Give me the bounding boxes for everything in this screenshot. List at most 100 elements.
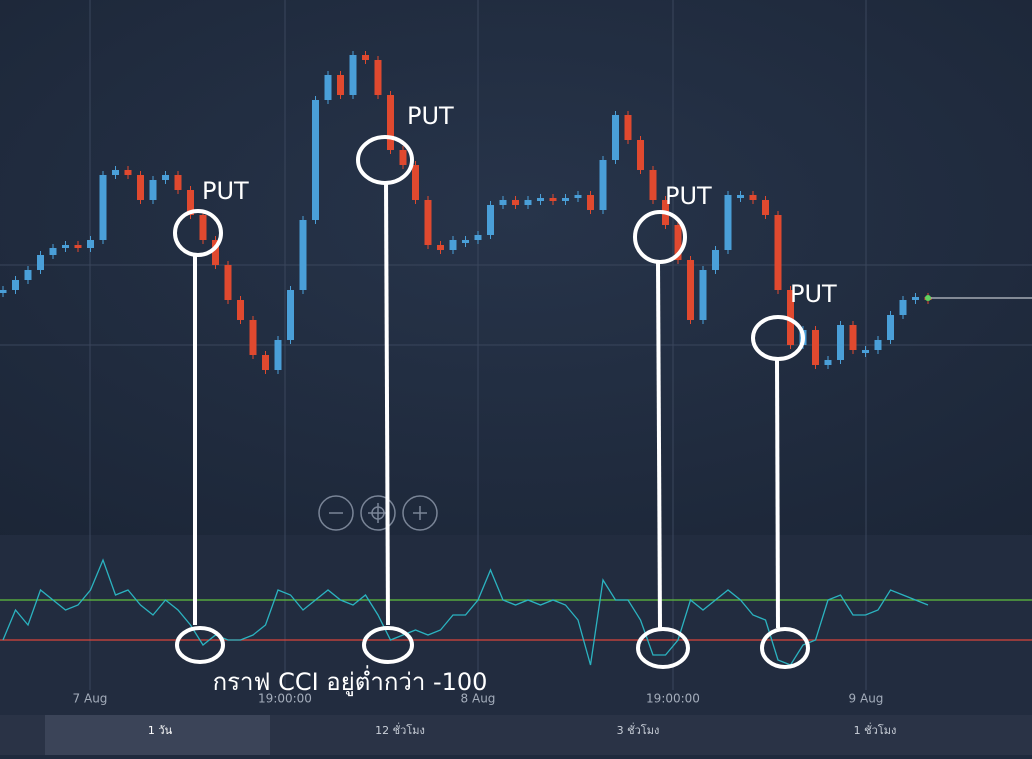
candle [49, 248, 57, 255]
candle [387, 95, 394, 150]
candle [862, 350, 869, 353]
active-tab [45, 715, 270, 755]
candle [312, 100, 319, 220]
put-label: PUT [790, 280, 837, 308]
candle [837, 325, 844, 360]
x-tick-label: 7 Aug [73, 692, 108, 706]
zoom-controls[interactable] [318, 495, 438, 531]
candle [74, 245, 82, 248]
candle [537, 198, 544, 201]
candle [674, 225, 682, 260]
zoom-out[interactable] [318, 495, 354, 531]
candle [549, 198, 557, 201]
candle [12, 280, 19, 290]
candle [787, 290, 794, 345]
current-price-dot [925, 295, 931, 301]
candle [237, 300, 244, 320]
put-label: PUT [202, 177, 249, 205]
zoom-in[interactable] [402, 495, 438, 531]
candle [112, 170, 119, 175]
candle [849, 325, 857, 350]
tab[interactable]: 1 วัน [148, 724, 173, 737]
annotations [173, 135, 810, 669]
candle [324, 75, 332, 100]
grid [0, 0, 1032, 690]
x-tick-label: 19:00:00 [258, 692, 312, 706]
candle [649, 170, 657, 200]
candle [249, 320, 257, 355]
candle [99, 175, 107, 240]
candle [412, 165, 419, 200]
candle [574, 195, 582, 198]
candle [487, 205, 494, 235]
candle [187, 190, 194, 215]
candle [262, 355, 269, 370]
candle [624, 115, 632, 140]
candle [774, 215, 782, 290]
candle [437, 245, 444, 250]
put-label: PUT [407, 102, 454, 130]
tab[interactable]: 12 ชั่วโมง [375, 722, 425, 737]
candle [224, 265, 232, 300]
x-tick-label: 8 Aug [461, 692, 496, 706]
caption: กราฟ CCI อยู่ต่ำกว่า -100 [213, 665, 488, 697]
tab[interactable]: 1 ชั่วโมง [854, 722, 897, 737]
recenter[interactable] [360, 495, 396, 531]
candle [512, 200, 519, 205]
candle [724, 195, 732, 250]
candle [274, 340, 282, 370]
candle [199, 215, 207, 240]
candle [337, 75, 344, 95]
candle [62, 245, 69, 248]
candle [749, 195, 757, 200]
candle [899, 300, 907, 315]
tab[interactable]: 3 ชั่วโมง [617, 722, 660, 737]
candle [137, 175, 144, 200]
tabs[interactable]: 1 วัน 12 ชั่วโมง 3 ชั่วโมง 1 ชั่วโมง [148, 722, 896, 737]
x-tick-label: 9 Aug [849, 692, 884, 706]
plot [0, 51, 1032, 666]
candle [762, 200, 769, 215]
candle [349, 55, 357, 95]
candle [824, 360, 832, 365]
candle [812, 330, 819, 365]
candle [0, 290, 7, 293]
candle [299, 220, 307, 290]
indicator-panel [0, 535, 1032, 715]
put-label: PUT [665, 182, 712, 210]
main-panel [0, 0, 1032, 535]
candle [124, 170, 132, 175]
candle [24, 270, 32, 280]
candle [874, 340, 882, 350]
candle [374, 60, 382, 95]
candle [587, 195, 594, 210]
candle [462, 240, 469, 243]
candle [612, 115, 619, 160]
annotation-labels: PUT PUT PUT PUT กราฟ CCI อยู่ต่ำกว่า -10… [202, 102, 837, 697]
candle [499, 200, 507, 205]
cci-line [2, 558, 929, 666]
candle [599, 160, 607, 210]
candle [912, 297, 919, 300]
candle [149, 180, 157, 200]
candle [524, 200, 532, 205]
candle [699, 270, 707, 320]
candle [174, 175, 182, 190]
candle [399, 150, 407, 165]
candle [474, 235, 482, 240]
candle [562, 198, 569, 201]
candle [712, 250, 719, 270]
candle [212, 240, 219, 265]
x-tick-label: 19:00:00 [646, 692, 700, 706]
candle [737, 195, 744, 198]
candle [162, 175, 169, 180]
candle [37, 255, 44, 270]
candle [87, 240, 94, 248]
candle [887, 315, 894, 340]
candle [287, 290, 294, 340]
candle [449, 240, 457, 250]
x-axis: 7 Aug 19:00:00 8 Aug 19:00:00 9 Aug [73, 692, 884, 706]
candle [687, 260, 694, 320]
